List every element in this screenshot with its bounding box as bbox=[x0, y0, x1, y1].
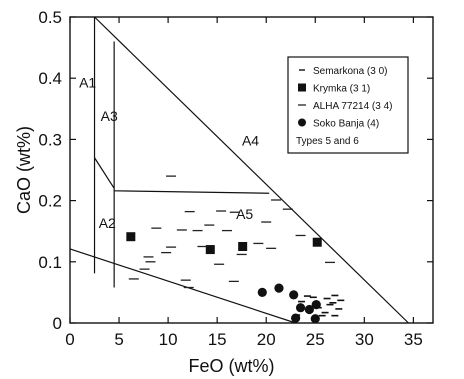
data-point-circle bbox=[310, 314, 320, 324]
legend-entry-label: Soko Banja (4) bbox=[313, 119, 379, 130]
region-label: A2 bbox=[99, 215, 116, 231]
x-tick-label: 25 bbox=[306, 330, 325, 349]
y-tick-label: 0 bbox=[53, 314, 62, 333]
legend-box bbox=[287, 56, 409, 154]
x-tick-label: 20 bbox=[257, 330, 276, 349]
data-point-circle bbox=[289, 290, 299, 300]
field-boundary-line bbox=[114, 190, 270, 194]
x-axis-title: FeO (wt%) bbox=[188, 356, 274, 376]
y-tick-label: 0.4 bbox=[38, 69, 62, 88]
legend-entry-label: ALHA 77214 (3 4) bbox=[313, 101, 393, 112]
field-boundary-line bbox=[69, 248, 296, 324]
x-tick-label: 15 bbox=[208, 330, 227, 349]
region-label: A4 bbox=[242, 133, 259, 149]
data-point-square bbox=[312, 237, 322, 247]
legend: Semarkona (3 0) Krymka (3 1) ALHA 77214 (3… bbox=[287, 56, 409, 154]
x-tick-label: 35 bbox=[404, 330, 423, 349]
x-tick-label: 0 bbox=[65, 330, 74, 349]
plot-frame bbox=[69, 16, 434, 324]
y-tick-label: 0.2 bbox=[38, 192, 62, 211]
x-tick-label: 5 bbox=[114, 330, 123, 349]
plot-layer: 0 5 10 15 20 25 30 35 0 0.1 0.2 0.3 0.4 0.5 FeO (wt%) C… bbox=[14, 8, 434, 376]
data-point-square bbox=[238, 242, 248, 251]
data-point-square bbox=[126, 232, 136, 242]
y-tick-label: 0.3 bbox=[38, 130, 62, 149]
y-tick-label: 0.1 bbox=[38, 253, 62, 272]
legend-entry-label: Types 5 and 6 bbox=[296, 136, 359, 147]
region-label: A3 bbox=[101, 108, 118, 124]
data-point-circle bbox=[304, 304, 314, 315]
x-tick-label: 30 bbox=[355, 330, 374, 349]
x-tick-label: 10 bbox=[159, 330, 178, 349]
legend-entry-label: Krymka (3 1) bbox=[313, 84, 370, 95]
legend-marker-circle bbox=[298, 118, 306, 127]
legend-marker-square bbox=[298, 83, 306, 92]
data-point-square bbox=[205, 245, 215, 255]
field-boundary-line bbox=[94, 157, 115, 189]
y-axis-title: CaO (wt%) bbox=[14, 126, 34, 214]
region-label: A5 bbox=[236, 206, 253, 222]
legend-entry-label: Semarkona (3 0) bbox=[313, 66, 387, 77]
region-label: A1 bbox=[79, 74, 96, 90]
data-point-circle bbox=[257, 287, 267, 297]
y-tick-label: 0.5 bbox=[38, 8, 62, 27]
field-boundary-line bbox=[94, 16, 409, 324]
data-point-circle bbox=[274, 283, 284, 293]
data-point-circle bbox=[295, 303, 306, 313]
